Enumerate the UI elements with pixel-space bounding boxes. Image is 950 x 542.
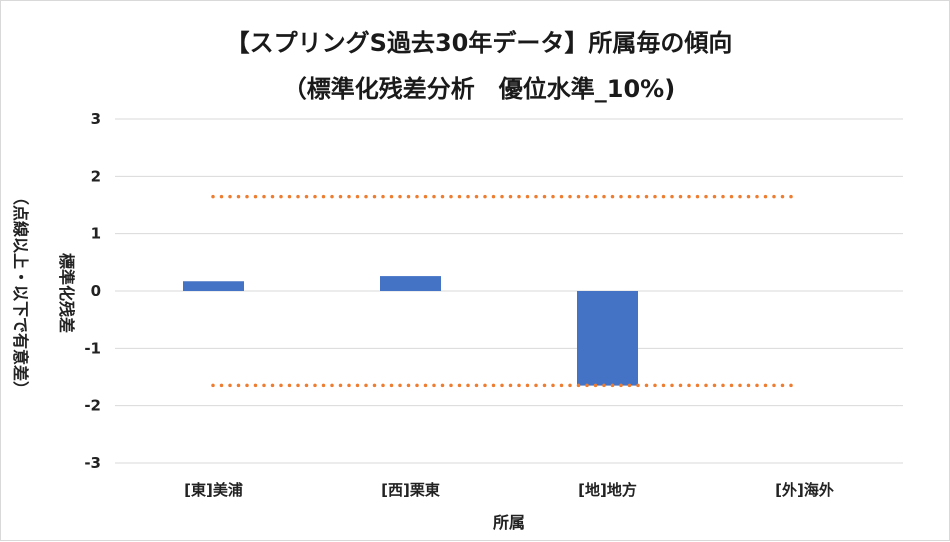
x-axis-title: 所属 [493, 513, 525, 532]
y-tick-label: 2 [91, 167, 101, 185]
x-tick-label: [外]海外 [775, 481, 834, 499]
y-tick-labels: 3 2 1 0 -1 -2 -3 [84, 110, 101, 472]
y-tick-label: 0 [91, 282, 101, 300]
y-axis-note: （点線以上・以下で有意差） [11, 189, 30, 397]
bars [183, 276, 638, 386]
y-tick-label: -1 [84, 339, 101, 357]
y-tick-label: 1 [91, 225, 101, 243]
x-tick-label: [東]美浦 [184, 481, 243, 499]
y-axis-title: 標準化残差 [57, 253, 76, 333]
x-tick-label: [西]栗東 [381, 481, 440, 499]
chart-title: 【スプリングS過去30年データ】所属毎の傾向 [226, 29, 733, 57]
y-tick-label: 3 [91, 110, 101, 128]
y-tick-label: -3 [84, 454, 101, 472]
bar-2 [380, 276, 441, 291]
x-tick-label: [地]地方 [578, 481, 637, 499]
bar-3 [577, 291, 638, 386]
bar-1 [183, 281, 244, 291]
chart-subtitle: （標準化残差分析 優位水準_10%) [283, 75, 675, 103]
x-tick-labels: [東]美浦 [西]栗東 [地]地方 [外]海外 [184, 481, 834, 499]
gridlines [115, 118, 903, 464]
y-tick-label: -2 [84, 397, 101, 415]
